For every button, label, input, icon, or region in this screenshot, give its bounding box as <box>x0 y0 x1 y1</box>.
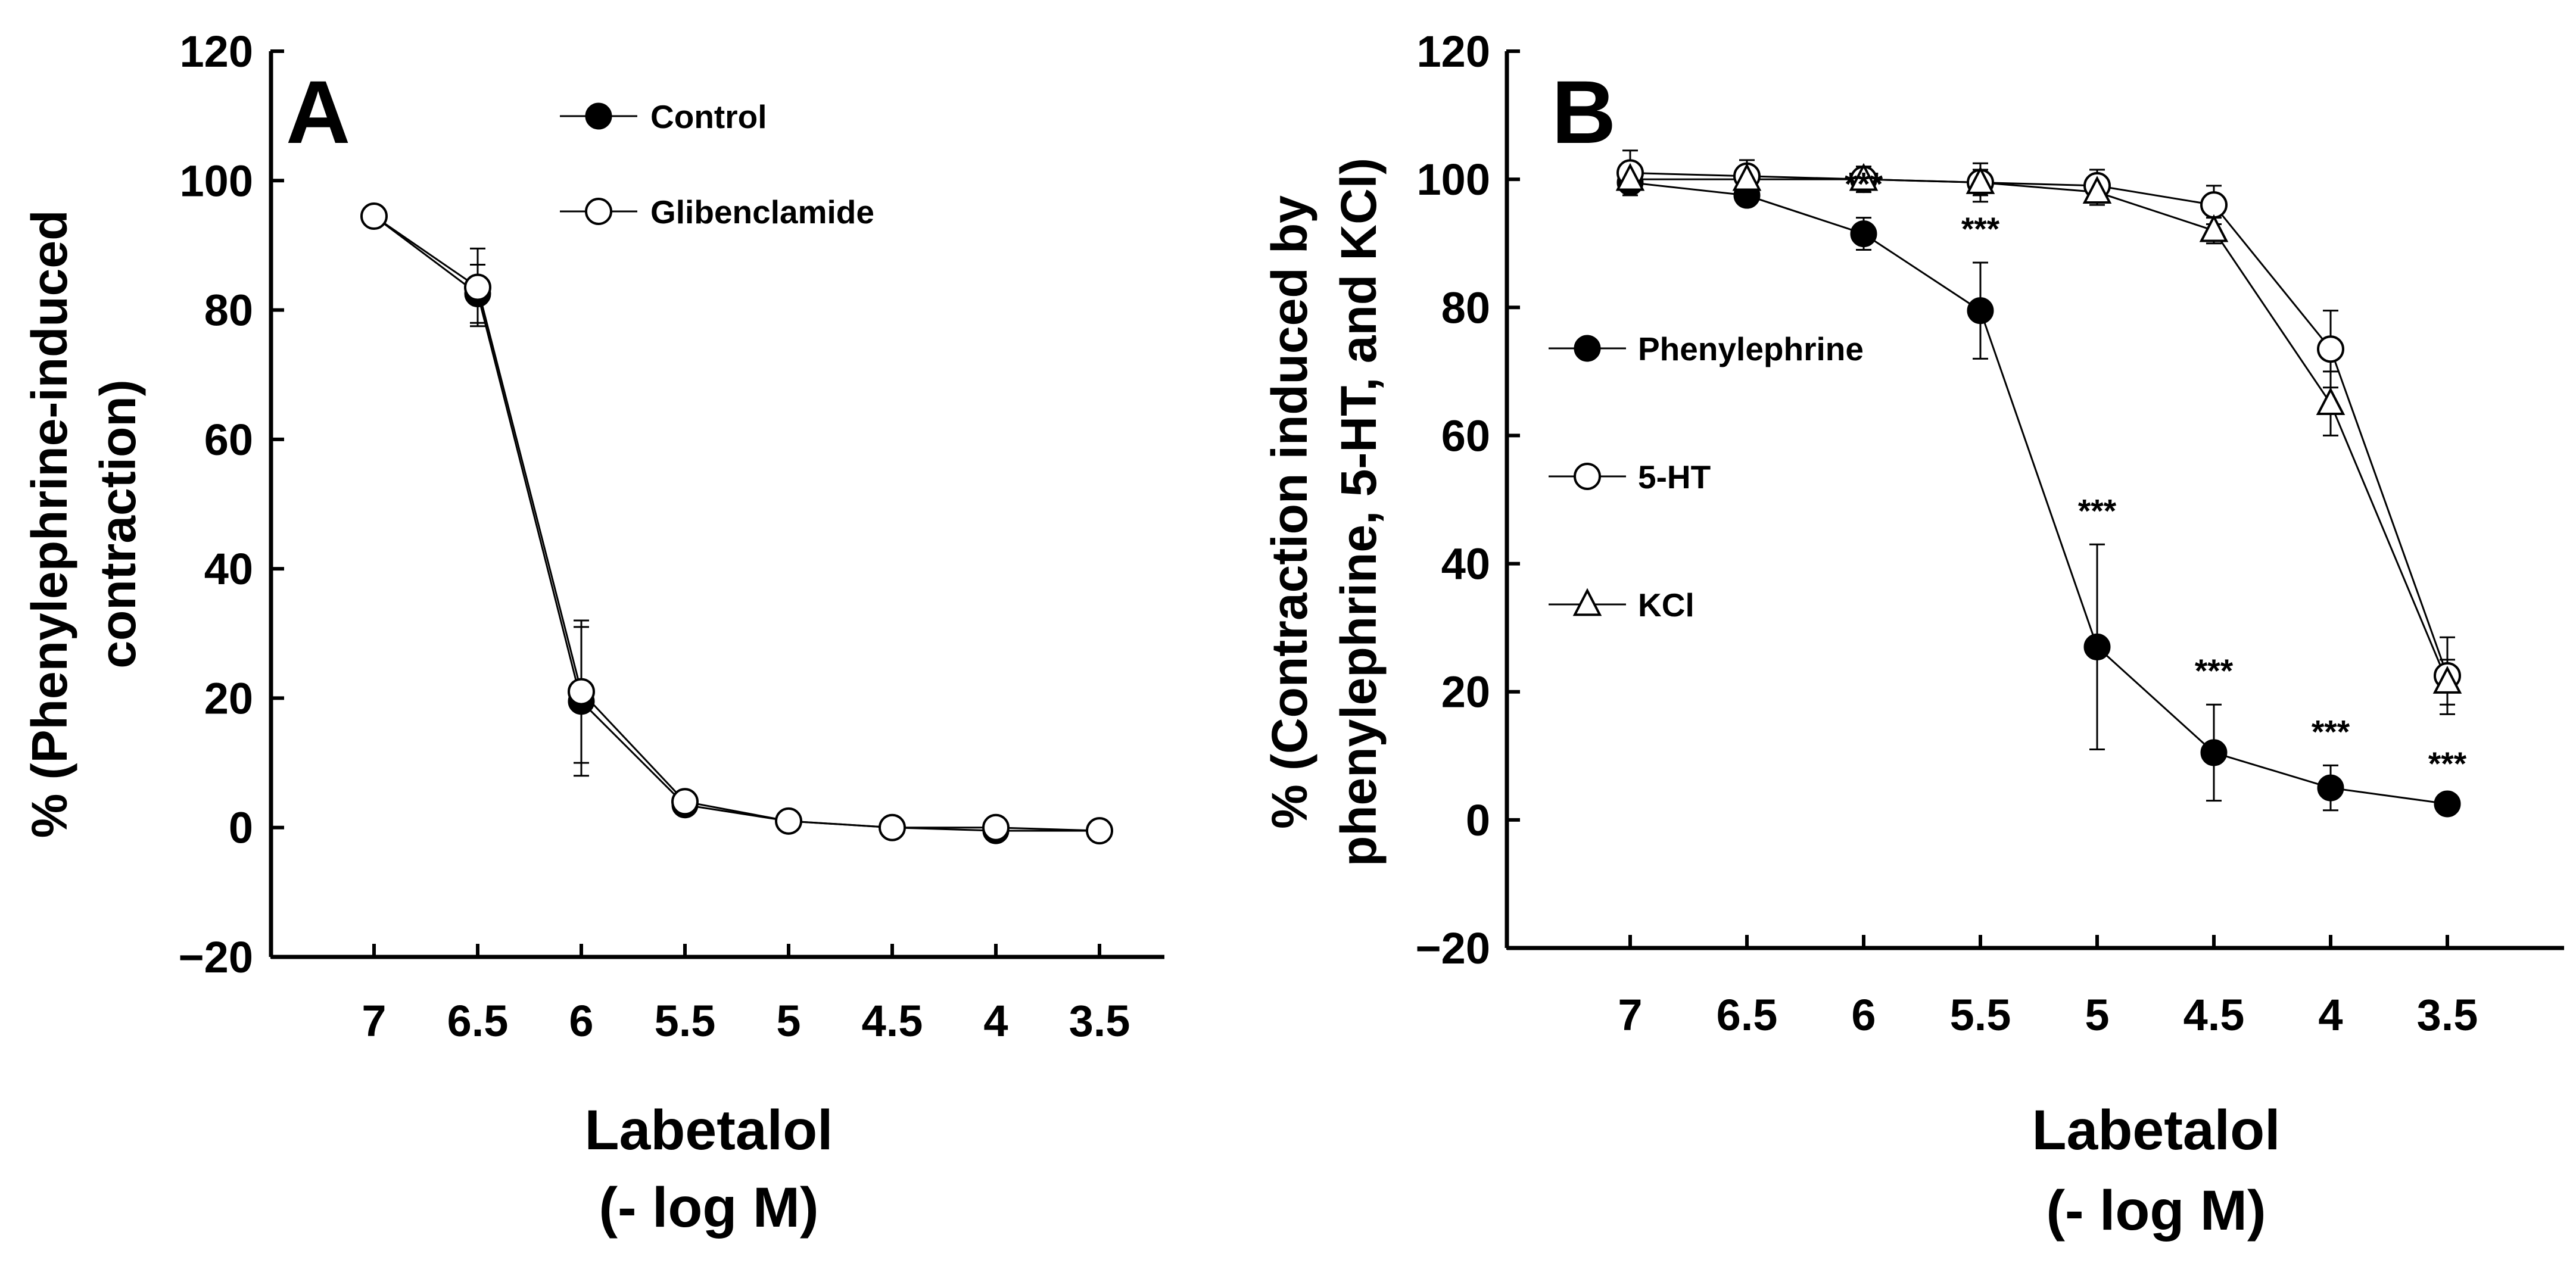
panel-a-y-axis-title: contraction) <box>90 379 146 668</box>
panel-a-series-control-line <box>373 215 1099 832</box>
panel-a-y-axis-title: % (Phenylephrine-induced <box>21 210 77 838</box>
panel-a-y-tick-label: 80 <box>204 286 253 335</box>
panel-b-y-tick-label: 100 <box>1417 155 1490 204</box>
panel-a-x-tick-label: 5.5 <box>655 996 716 1046</box>
panel-b-y-tick-label: 40 <box>1441 539 1490 589</box>
panel-b-y-tick-label: −20 <box>1415 924 1490 973</box>
panel-b-series-kcl-point <box>2082 176 2112 204</box>
panel-a-legend-control-label: Control <box>650 98 767 135</box>
panel-b-y-tick-label: 80 <box>1441 283 1490 332</box>
panel-b-significance-label: *** <box>2428 745 2467 782</box>
panel-b-series-kcl-point <box>2432 666 2462 694</box>
panel-b-series-kcl-point <box>1966 166 1995 194</box>
panel-b-series-5-ht-point <box>2317 335 2344 363</box>
panel-b-x-tick-label: 7 <box>1618 990 1642 1040</box>
panel-b-significance-label: *** <box>2195 652 2234 689</box>
panel-b-y-tick-label: 20 <box>1441 668 1490 717</box>
panel-b-series-kcl-point <box>1732 163 1762 191</box>
panel-b-series-kcl-point <box>1615 163 1645 191</box>
panel-a-x-tick-label: 4.5 <box>862 996 923 1046</box>
panel-b-legend-kcl-label: KCl <box>1638 587 1695 623</box>
panel-a-y-tick-label: 40 <box>204 544 253 594</box>
panel-a-series-glibenclamide-point <box>879 813 906 841</box>
panel-b-x-axis-title: (- log M) <box>2046 1179 2266 1242</box>
panel-b-significance-label: *** <box>1845 166 1883 202</box>
panel-a-x-tick-label: 7 <box>362 996 386 1046</box>
panel-a-y-tick-label: 20 <box>204 673 253 723</box>
panel-a-series-glibenclamide-point <box>671 788 699 816</box>
panel-b-x-tick-label: 6 <box>1851 990 1876 1040</box>
panel-a-legend-control-marker <box>585 102 612 130</box>
panel-a-series-glibenclamide-point <box>360 202 388 230</box>
panel-b-series-5-ht-line <box>1630 171 2449 676</box>
panel-a-x-axis-title: Labetalol <box>584 1099 833 1162</box>
panel-a-y-tick-label: 60 <box>204 415 253 464</box>
panel-a-x-axis-title: (- log M) <box>599 1176 818 1239</box>
panel-a-series-glibenclamide-point <box>775 807 802 835</box>
panel-a-series-glibenclamide-point <box>1086 817 1113 845</box>
panel-a-series-glibenclamide-point <box>464 273 491 301</box>
panel-a-series-glibenclamide-line <box>373 215 1100 832</box>
panel-b-series-kcl-point <box>2316 387 2346 415</box>
panel-b-series-kcl-line <box>1630 178 2449 683</box>
panel-b-x-tick-label: 4.5 <box>2183 990 2245 1040</box>
panel-a-legend-glibenclamide-label: Glibenclamide <box>650 194 874 230</box>
panel-b-y-tick-label: 0 <box>1466 796 1490 845</box>
panel-b-x-tick-label: 5 <box>2085 990 2109 1040</box>
panel-b-significance-label: *** <box>2312 713 2350 750</box>
panel-b-significance-label: *** <box>2078 492 2117 529</box>
panel-a-x-tick-label: 5 <box>776 996 800 1046</box>
panel-a-series-glibenclamide-point <box>568 678 595 706</box>
panel-b-x-tick-label: 3.5 <box>2417 990 2478 1040</box>
panel-b-series-kcl-point <box>2199 214 2229 242</box>
panel-b-significance-label: *** <box>1961 210 2000 247</box>
panel-b-y-axis-title: phenylephrine, 5-HT, and KCl) <box>1331 158 1387 866</box>
panel-b-legend-5-ht-marker <box>1574 463 1601 490</box>
panel-b-series-5-ht-point <box>2200 191 2228 219</box>
panel-a-y-tick-label: 0 <box>229 803 253 853</box>
panel-b-series-phenylephrine-point <box>2083 633 2111 660</box>
panel-b-series-kcl-point <box>1849 163 1879 191</box>
panel-b-legend-phenylephrine-label: Phenylephrine <box>1638 330 1864 367</box>
panel-b-x-tick-label: 4 <box>2318 990 2343 1040</box>
panel-a-chart: −20 0 20 40 60 80 100 120 7 6.5 6 5.5 5 4.5 4 3.5 % (Phe… <box>21 27 1164 1239</box>
panel-b-legend-kcl-marker <box>1572 588 1602 616</box>
panel-b-legend-5-ht-label: 5-HT <box>1638 459 1711 495</box>
panel-b-legend-phenylephrine-marker <box>1574 335 1601 362</box>
panel-b-panel-label: B <box>1552 62 1616 162</box>
panel-a-y-tick-label: 120 <box>180 27 253 76</box>
panel-a-x-tick-label: 3.5 <box>1069 996 1130 1046</box>
panel-b-series-phenylephrine-point <box>2200 739 2228 766</box>
panel-a-y-tick-label: 100 <box>180 156 253 205</box>
panel-b-y-tick-label: 120 <box>1417 27 1490 76</box>
panel-b-x-axis-title: Labetalol <box>2032 1099 2280 1162</box>
panel-b-series-phenylephrine-point <box>2317 774 2344 802</box>
panel-b-y-axis-title: % (Contraction induced by <box>1261 195 1317 829</box>
panel-a-x-tick-label: 4 <box>983 996 1008 1046</box>
panel-a-y-tick-label: −20 <box>178 933 253 982</box>
panel-b-series-phenylephrine-point <box>1850 220 1877 248</box>
panel-a-panel-label: A <box>286 62 350 162</box>
panel-b-y-tick-label: 60 <box>1441 411 1490 460</box>
panel-b-chart: −20 0 20 40 60 80 100 120 7 6.5 6 5.5 5 4.5 4 3.5 % (Con… <box>1261 27 2564 1242</box>
panel-b-series-phenylephrine-line <box>1630 182 2448 805</box>
panel-a-x-tick-label: 6 <box>569 996 593 1046</box>
panel-b-series-phenylephrine-point <box>1967 297 1994 325</box>
panel-b-series-phenylephrine-point <box>2434 790 2461 818</box>
panel-a-legend-glibenclamide-marker <box>585 198 612 225</box>
panel-a-series-glibenclamide-point <box>982 813 1010 841</box>
panel-b-x-tick-label: 5.5 <box>1950 990 2011 1040</box>
panel-b-x-tick-label: 6.5 <box>1717 990 1778 1040</box>
panel-a-x-tick-label: 6.5 <box>447 996 509 1046</box>
